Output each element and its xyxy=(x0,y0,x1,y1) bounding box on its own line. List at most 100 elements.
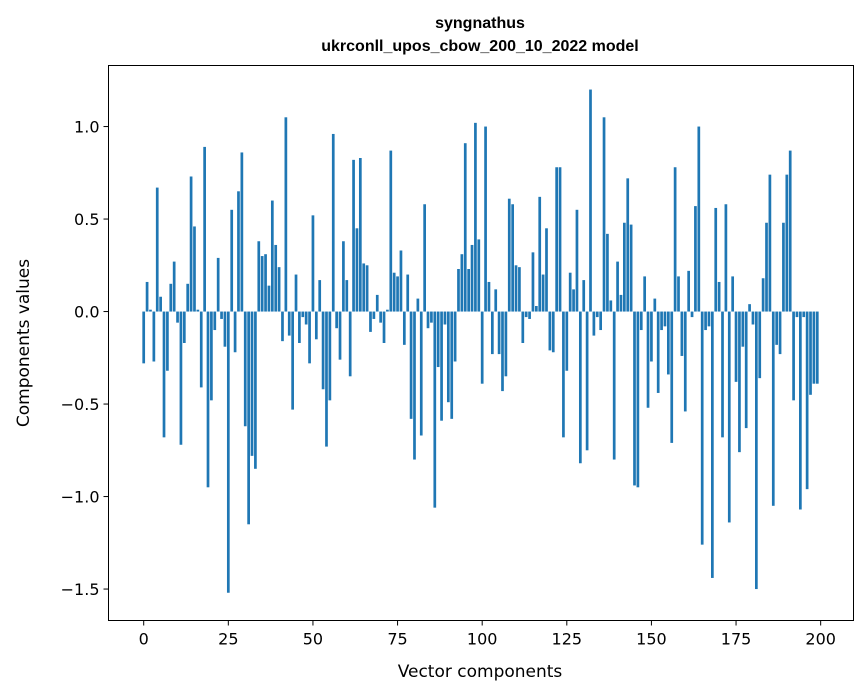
x-axis-ticks: 0 25 50 75 100 125 150 175 200 xyxy=(139,620,836,649)
bar xyxy=(396,276,399,312)
bar xyxy=(717,281,721,312)
bar xyxy=(223,311,227,347)
bar xyxy=(738,311,741,453)
bar xyxy=(375,294,379,312)
bar xyxy=(629,224,633,312)
bar xyxy=(616,261,619,312)
chart-subtitle: ukrconll_upos_cbow_200_10_2022 model xyxy=(321,38,638,55)
bar xyxy=(521,311,525,343)
bar xyxy=(446,311,450,403)
bar xyxy=(602,117,606,312)
bar xyxy=(365,265,369,312)
bar xyxy=(595,311,599,318)
bar xyxy=(463,143,467,312)
bar xyxy=(650,311,653,362)
bar xyxy=(744,311,748,429)
bar xyxy=(815,311,819,384)
bar xyxy=(578,311,582,464)
bar xyxy=(470,244,474,312)
bar xyxy=(314,311,318,340)
bar xyxy=(548,311,552,351)
bar xyxy=(551,311,555,353)
bar xyxy=(402,311,406,345)
bar xyxy=(325,311,328,447)
bar xyxy=(328,311,332,401)
bar xyxy=(524,311,528,318)
bar xyxy=(430,311,433,323)
bar xyxy=(592,311,596,336)
bar xyxy=(440,311,443,421)
bar xyxy=(660,311,663,331)
bar xyxy=(568,272,572,312)
bars xyxy=(142,89,819,593)
bar xyxy=(683,311,687,412)
bar xyxy=(419,311,423,436)
bar xyxy=(372,311,376,319)
bar xyxy=(240,152,244,312)
bar xyxy=(426,311,430,329)
x-tick-label: 125 xyxy=(552,630,583,649)
bar xyxy=(690,311,694,318)
bar xyxy=(795,311,799,318)
bar xyxy=(545,228,548,312)
y-tick-label: 1.0 xyxy=(74,118,99,137)
bar xyxy=(514,265,518,312)
bar xyxy=(639,311,643,331)
bar xyxy=(220,311,223,319)
bar xyxy=(179,311,183,445)
bar xyxy=(189,176,193,312)
bar xyxy=(734,311,738,382)
bar xyxy=(270,200,274,312)
bar xyxy=(250,311,254,456)
bar xyxy=(673,167,677,312)
bar xyxy=(809,311,812,395)
bar xyxy=(413,311,416,460)
bar xyxy=(788,150,792,312)
x-tick-label: 200 xyxy=(805,630,836,649)
bar xyxy=(778,311,782,355)
x-tick-label: 175 xyxy=(721,630,752,649)
bar xyxy=(301,311,305,318)
bar xyxy=(389,150,393,312)
bar xyxy=(193,226,196,312)
bar xyxy=(230,209,234,312)
bar xyxy=(382,311,386,343)
bar xyxy=(169,283,173,312)
x-tick-label: 0 xyxy=(139,630,149,649)
bar xyxy=(622,222,626,312)
bar xyxy=(237,191,240,312)
bar xyxy=(480,311,484,384)
bar xyxy=(755,311,758,590)
bar xyxy=(257,241,261,312)
bar xyxy=(609,300,613,312)
bar xyxy=(304,311,308,325)
bar xyxy=(700,311,704,545)
bar xyxy=(582,280,586,312)
bar xyxy=(707,311,711,327)
bar xyxy=(155,187,159,312)
bar xyxy=(748,304,751,312)
bar xyxy=(358,158,362,312)
bar xyxy=(646,311,650,408)
bar xyxy=(277,267,281,312)
bar xyxy=(731,276,735,312)
bar xyxy=(771,311,775,506)
bar xyxy=(149,309,152,312)
bar xyxy=(785,174,789,312)
bar xyxy=(812,311,816,384)
bar xyxy=(538,196,542,312)
bar xyxy=(758,311,762,379)
bar xyxy=(274,244,278,312)
bar xyxy=(511,204,515,312)
bar xyxy=(318,280,322,312)
bar xyxy=(768,174,772,312)
bar xyxy=(453,311,457,362)
bar xyxy=(406,274,410,312)
bar xyxy=(724,204,728,312)
bar xyxy=(213,311,217,331)
bar xyxy=(176,311,179,323)
bar xyxy=(243,311,247,427)
bar xyxy=(636,311,640,488)
bar xyxy=(782,222,785,312)
